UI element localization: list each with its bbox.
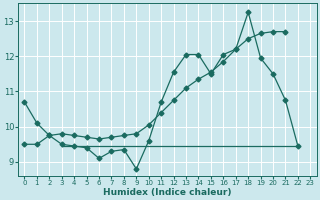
X-axis label: Humidex (Indice chaleur): Humidex (Indice chaleur) — [103, 188, 232, 197]
